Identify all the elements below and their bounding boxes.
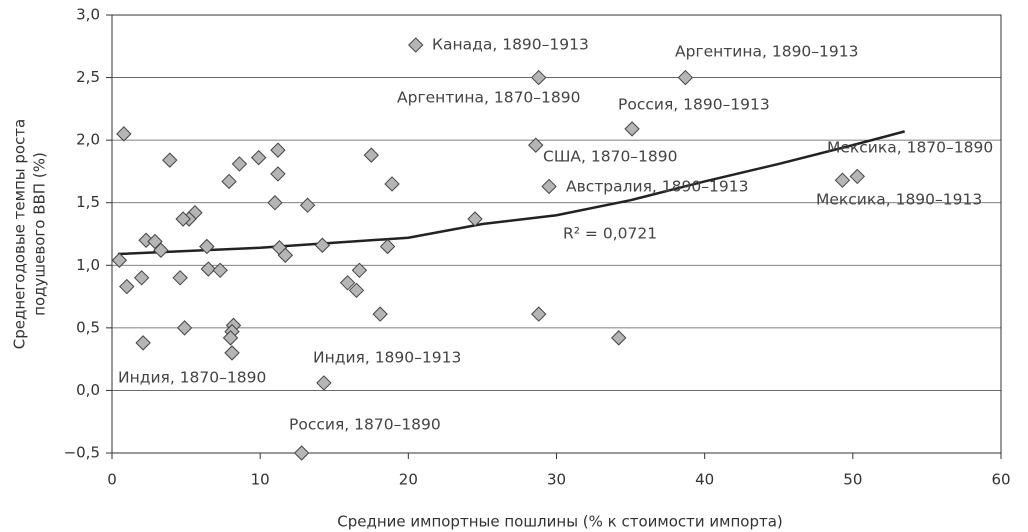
annotation: Мексика, 1890–1913 [816,191,982,209]
x-tick-label: 0 [107,471,117,489]
point [111,252,128,268]
point [677,69,694,86]
y-tick-label: 1,5 [76,193,100,211]
point [849,168,865,185]
y-axis-label: Среднегодовые темпы роста [11,119,29,350]
plot-frame [111,14,1002,454]
point [299,197,316,213]
x-tick-label: 10 [251,471,270,489]
point [314,237,331,253]
point [119,278,135,295]
point [200,261,217,277]
x-tick-label: 60 [991,471,1010,489]
annotation: Россия, 1870–1890 [289,416,441,434]
point [153,242,169,258]
point [293,445,310,461]
point [408,37,424,53]
trend-line [117,130,906,256]
point [212,262,228,278]
annotation: Индия, 1890–1913 [313,349,461,367]
annotation: Аргентина, 1870–1890 [397,89,581,107]
point [116,126,132,142]
point [250,149,267,166]
trend-label: R² = 0,0721 [563,225,657,243]
point [372,306,388,322]
point [133,270,150,286]
annotation: Аргентина, 1890–1913 [675,43,859,61]
point [221,173,237,190]
y-tick-label: 3,0 [76,6,100,24]
point [176,320,193,336]
point [162,152,178,168]
point [348,282,365,299]
annotation: США, 1870–1890 [543,148,678,166]
point [199,238,215,255]
point [531,69,547,86]
x-tick-label: 30 [547,471,566,489]
point [224,345,240,361]
x-tick-label: 20 [399,471,418,489]
annotation: Россия, 1890–1913 [618,96,770,114]
point [834,172,851,188]
point [270,166,286,182]
point [624,121,640,137]
annotation: Индия, 1870–1890 [118,369,266,387]
point [172,270,188,286]
x-tick-label: 40 [695,471,714,489]
y-tick-label: −0,5 [64,444,100,462]
point [467,211,483,227]
y-tick-label: 2,0 [76,131,100,149]
point [222,330,239,346]
annotation: Мексика, 1870–1890 [827,139,993,157]
annotation: Канада, 1890–1913 [432,36,589,54]
y-tick-label: 0,0 [76,381,100,399]
point [277,247,294,263]
y-tick-label: 1,0 [76,256,100,274]
point [270,142,286,158]
point [528,137,544,153]
x-axis-label: Средние импортные пошлины (% к стоимости… [337,513,783,531]
point [351,262,368,278]
point [541,178,557,195]
point [316,375,332,391]
point [363,147,379,163]
point [339,275,356,291]
point [611,330,627,346]
point [175,211,191,227]
point [531,306,547,322]
y-tick-label: 2,5 [76,68,100,86]
x-tick-label: 50 [843,471,862,489]
y-tick-label: 0,5 [76,318,100,336]
annotation: Австралия, 1890–1913 [566,178,748,196]
point [379,238,396,255]
point [384,176,400,192]
point [135,335,151,351]
y-axis-label: подушевого ВВП (%) [31,152,49,316]
point [231,156,248,172]
point [267,195,283,211]
